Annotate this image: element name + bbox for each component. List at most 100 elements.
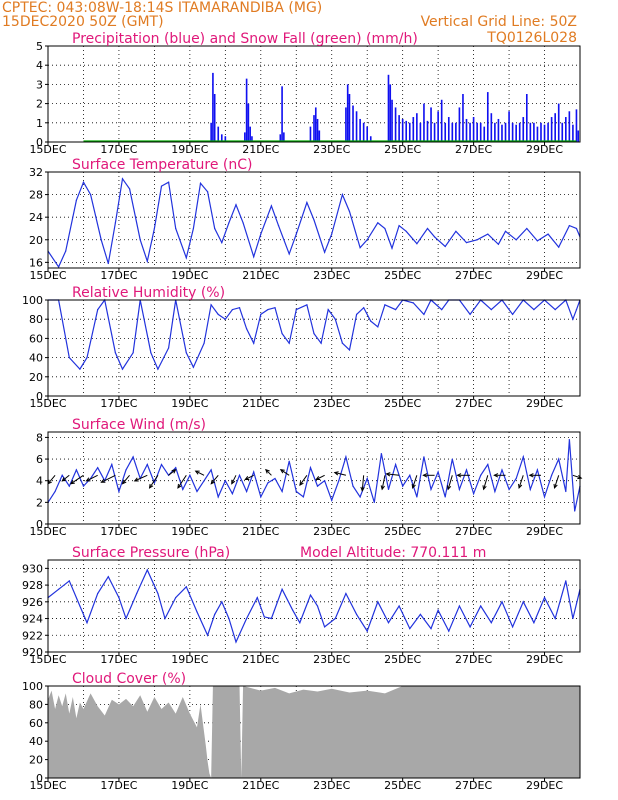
data-point [402,485,404,487]
data-point [306,304,308,306]
x-tick-label: 17DEC [100,525,137,538]
precip-bar [313,115,315,142]
precip-bar [408,122,411,142]
y-tick-label: 924 [22,613,43,626]
wind-vector-head [177,483,182,489]
precip-bar [212,72,214,142]
data-point [260,233,262,235]
precip-bar [346,84,349,142]
data-point [68,580,70,582]
wind-vector-head [577,474,583,480]
data-point [455,230,457,232]
data-point [451,458,453,460]
x-tick-label: 25DEC [384,779,421,792]
y-tick-label: 100 [22,294,43,307]
y-tick-label: 100 [22,680,43,693]
y-tick-label: 6 [36,453,43,466]
data-point [426,227,429,230]
data-point [153,482,155,484]
data-point [394,309,397,311]
precip-bar [451,122,454,142]
precip-bar [314,107,317,142]
wind-vector [101,474,116,483]
data-point [192,227,195,230]
data-point [299,622,301,624]
wind-vector-head [456,473,462,478]
wind-vector-head [265,468,270,474]
wind-vector [168,469,176,476]
data-point [324,626,326,628]
data-point [274,477,276,480]
data-point [423,313,425,315]
wind-vector [122,474,130,485]
data-point [260,313,262,315]
precip-bar [458,107,461,142]
data-point [185,352,187,354]
precip-bar [345,107,347,142]
data-point [182,488,184,490]
precip-bar [419,122,422,142]
panel-3: 0 20 40 60 80 100 15DEC 17DEC 19DEC 21DEC 23DEC 25D… [22,285,581,410]
header-date: 15DEC2020 50Z (GMT) [2,14,164,30]
data-point [196,611,198,613]
data-point [217,496,219,498]
data-point [242,222,244,224]
precip-bar [536,126,539,142]
y-tick-label: 2 [36,98,43,111]
y-tick-label: 8 [36,431,43,444]
data-point [313,333,315,335]
wind-vector [483,475,489,490]
precip-bar [247,103,250,142]
precip-bar [318,130,321,142]
data-point [313,219,315,221]
data-point [256,597,258,599]
data-point [348,349,351,351]
precip-bar [465,118,468,142]
precip-bar [518,122,521,142]
precip-bar [281,86,283,142]
data-point [568,438,570,441]
data-point [377,326,379,328]
data-point [210,304,212,306]
data-point [175,597,177,599]
y-tick-label: 20 [29,371,43,384]
data-point [114,222,116,224]
data-point [203,342,205,344]
y-tick-label: 40 [29,352,43,365]
precip-bar [447,117,450,142]
data-point [157,368,159,370]
data-point [572,318,574,320]
panel-4: 0 2 4 6 8 15DEC 17DEC 19DEC 21DEC 23DEC 25DEC 27DEC… [29,417,583,538]
data-point [185,586,187,588]
precip-bar [483,126,486,142]
data-point [359,496,361,498]
data-point [320,342,322,344]
wind-vector-head [422,473,428,478]
data-point [58,588,60,590]
wind-vector [61,474,70,482]
x-tick-label: 21DEC [242,779,279,792]
header-code: TQ0126L028 [486,30,577,46]
header-location: CPTEC: 043:08W-18:14S ITAMARANDIBA (MG) [2,0,322,16]
x-tick-label: 23DEC [313,525,350,538]
x-tick-label: 29DEC [526,269,563,282]
data-point [437,471,439,473]
data-point [125,469,127,471]
data-point [480,605,482,607]
data-point [238,307,241,309]
data-point [196,490,198,493]
data-point [444,496,446,498]
precip-bar [486,92,489,142]
precip-bar [369,136,372,142]
wind-vector-head [493,473,499,478]
precip-bar [550,117,553,142]
precip-bar [391,99,393,142]
precip-bar [497,118,500,142]
data-point [327,309,329,311]
data-point [309,467,312,469]
data-point [199,182,202,184]
data-point [458,488,461,490]
data-point [316,605,319,607]
x-tick-label: 19DEC [171,779,208,792]
cloud-cover-area [48,686,580,778]
